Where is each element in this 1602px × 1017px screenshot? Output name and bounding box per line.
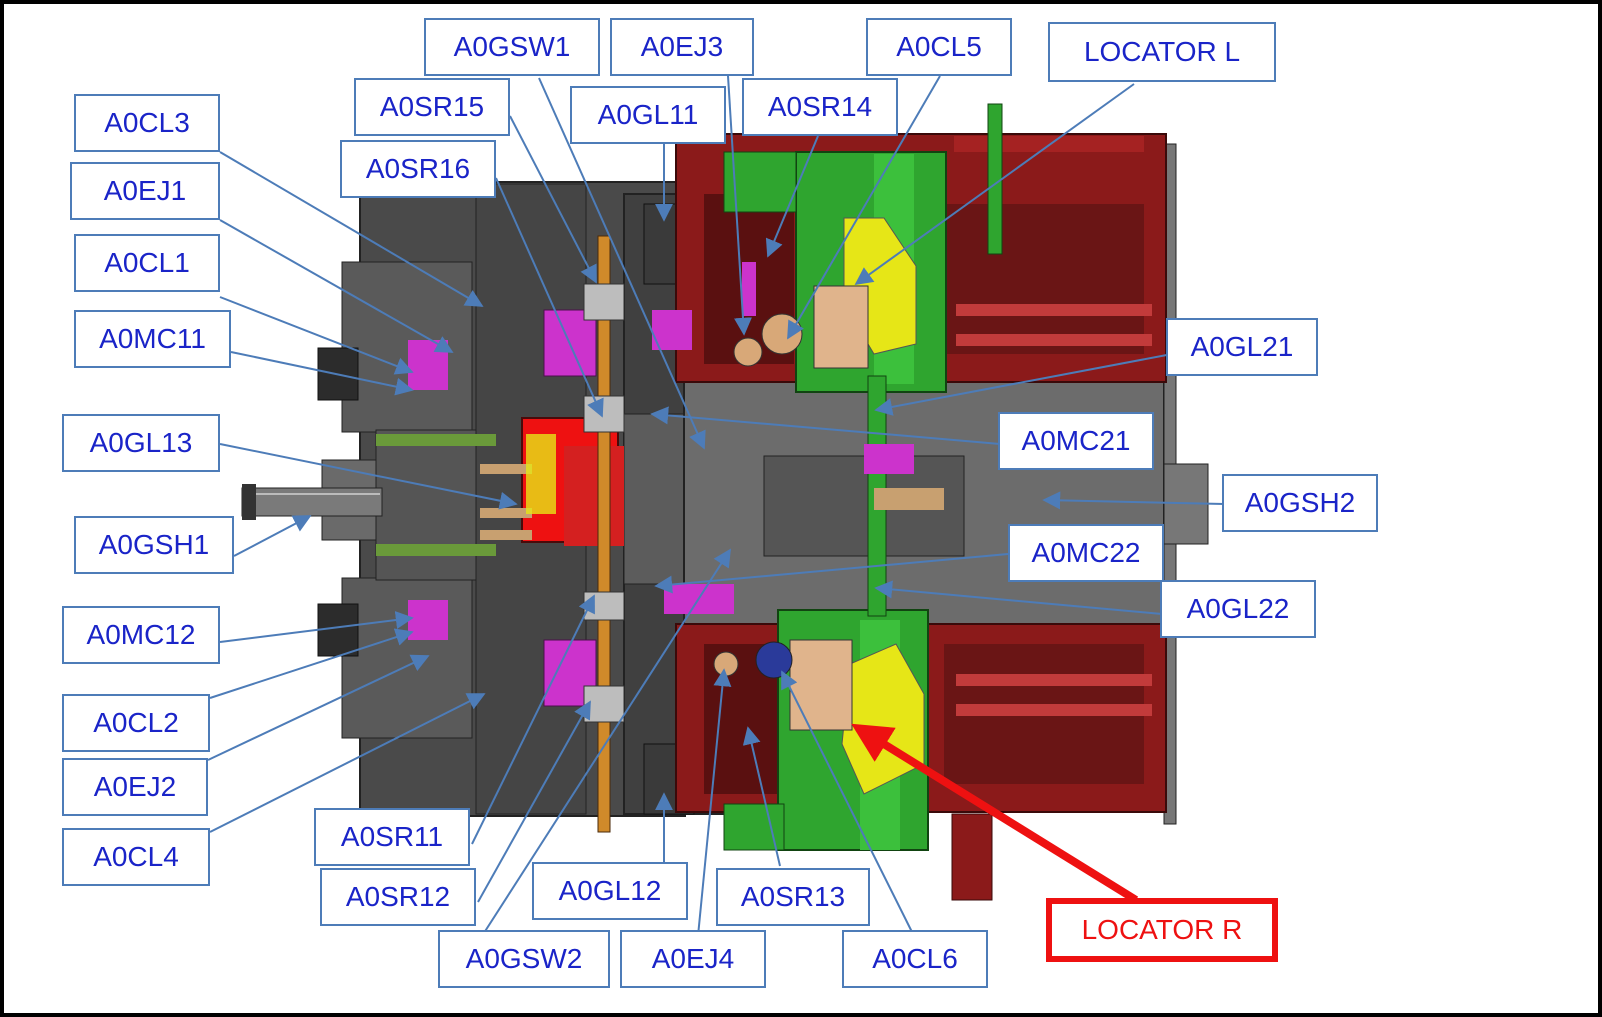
label-a0sr15: A0SR15 xyxy=(354,78,510,136)
leader-a0mc12 xyxy=(219,611,414,643)
label-a0mc22: A0MC22 xyxy=(1008,524,1164,582)
green-rails-left xyxy=(376,434,496,556)
leader-a0sr15 xyxy=(509,115,597,284)
label-a0gl22: A0GL22 xyxy=(1160,580,1316,638)
tan-block-top xyxy=(733,285,869,369)
label-a0gsw2: A0GSW2 xyxy=(438,930,610,988)
mold-base-drawing xyxy=(207,75,1225,937)
leader-a0ej1 xyxy=(219,219,454,353)
label-a0gsw1: A0GSW1 xyxy=(424,18,600,76)
label-a0sr12: A0SR12 xyxy=(320,868,476,926)
label-a0cl4: A0CL4 xyxy=(62,828,210,886)
label-a0gl13: A0GL13 xyxy=(62,414,220,472)
label-a0sr13: A0SR13 xyxy=(716,868,870,926)
figure-canvas: A0CL3 A0EJ1 A0CL1 A0MC11 A0GL13 A0GSH1 A… xyxy=(4,4,1598,1013)
leader-a0sr11 xyxy=(471,594,595,845)
leader-a0cl4 xyxy=(209,693,486,833)
leader-a0mc22 xyxy=(654,553,1009,594)
center-guide-bar xyxy=(864,375,944,617)
leader-a0sr12 xyxy=(477,700,591,903)
leader-locator-l xyxy=(854,83,1135,286)
leader-a0ej3 xyxy=(727,75,752,336)
leader-locator-r xyxy=(851,723,1139,904)
label-a0gl21: A0GL21 xyxy=(1166,318,1318,376)
leader-a0cl2 xyxy=(209,628,414,699)
label-a0cl5: A0CL5 xyxy=(866,18,1012,76)
leader-a0cl5 xyxy=(787,75,941,340)
label-a0ej1: A0EJ1 xyxy=(70,162,220,220)
label-a0mc21: A0MC21 xyxy=(998,412,1154,470)
label-a0cl1: A0CL1 xyxy=(74,234,220,292)
leader-a0ej4 xyxy=(697,668,732,937)
leader-a0sr13 xyxy=(742,726,781,867)
label-a0ej2: A0EJ2 xyxy=(62,758,208,816)
leader-a0gsw1 xyxy=(538,77,706,450)
label-a0sr16: A0SR16 xyxy=(340,140,496,198)
leader-a0gl13 xyxy=(219,443,518,510)
leader-lines xyxy=(207,75,1225,937)
leader-a0mc21 xyxy=(650,406,1001,445)
label-a0gl12: A0GL12 xyxy=(532,862,688,920)
leader-a0cl1 xyxy=(219,296,414,375)
leader-a0sr14 xyxy=(765,135,819,258)
leader-a0gsh1 xyxy=(233,515,312,557)
label-a0cl2: A0CL2 xyxy=(62,694,210,752)
label-a0ej4: A0EJ4 xyxy=(620,930,766,988)
leader-a0gsh2 xyxy=(1042,491,1225,510)
gsh1-rod xyxy=(241,484,383,520)
label-a0ej3: A0EJ3 xyxy=(610,18,754,76)
leader-a0cl6 xyxy=(781,670,915,937)
label-locator-l: LOCATOR L xyxy=(1048,22,1276,82)
label-a0gsh1: A0GSH1 xyxy=(74,516,234,574)
leader-a0cl3 xyxy=(219,151,484,307)
label-a0cl6: A0CL6 xyxy=(842,930,988,988)
label-a0sr14: A0SR14 xyxy=(742,78,898,136)
label-a0sr11: A0SR11 xyxy=(314,808,470,866)
leader-a0ej2 xyxy=(207,654,430,761)
label-a0cl3: A0CL3 xyxy=(74,94,220,152)
leader-a0sr16 xyxy=(495,177,604,418)
leader-a0gsw2 xyxy=(481,548,731,937)
leader-a0gl22 xyxy=(874,580,1163,615)
label-a0mc11: A0MC11 xyxy=(74,310,231,368)
label-a0mc12: A0MC12 xyxy=(62,606,220,664)
label-locator-r: LOCATOR R xyxy=(1046,898,1278,962)
label-a0gl11: A0GL11 xyxy=(570,86,726,144)
leader-a0mc11 xyxy=(230,351,414,396)
leader-a0gl21 xyxy=(874,353,1173,416)
label-a0gsh2: A0GSH2 xyxy=(1222,474,1378,532)
